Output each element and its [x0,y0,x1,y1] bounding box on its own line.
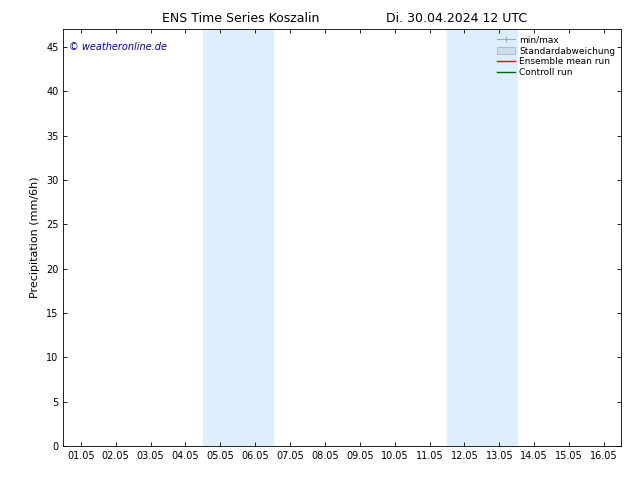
Legend: min/max, Standardabweichung, Ensemble mean run, Controll run: min/max, Standardabweichung, Ensemble me… [495,34,617,79]
Text: © weatheronline.de: © weatheronline.de [69,42,167,52]
Text: ENS Time Series Koszalin: ENS Time Series Koszalin [162,12,320,25]
Bar [203,29,273,446]
Y-axis label: Precipitation (mm/6h): Precipitation (mm/6h) [30,177,41,298]
Bar [447,29,517,446]
Text: Di. 30.04.2024 12 UTC: Di. 30.04.2024 12 UTC [386,12,527,25]
